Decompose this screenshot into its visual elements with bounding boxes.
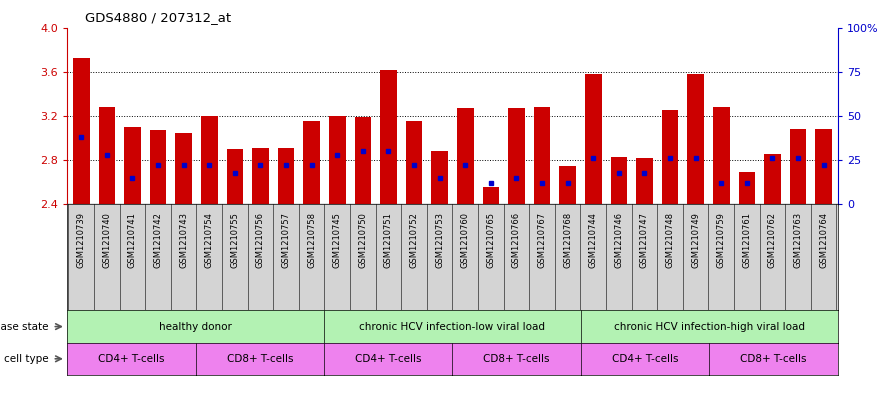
Bar	[687, 74, 704, 204]
Bar	[431, 151, 448, 204]
Text: GSM1210754: GSM1210754	[205, 212, 214, 268]
Text: GSM1210743: GSM1210743	[179, 212, 188, 268]
Text: GSM1210741: GSM1210741	[128, 212, 137, 268]
Text: healthy donor: healthy donor	[159, 321, 232, 332]
Text: GSM1210750: GSM1210750	[358, 212, 367, 268]
Bar	[457, 108, 474, 204]
Bar	[815, 129, 832, 204]
Bar	[636, 158, 653, 204]
Bar	[789, 129, 806, 204]
Text: GSM1210757: GSM1210757	[281, 212, 290, 268]
Bar	[585, 74, 601, 204]
Text: GSM1210748: GSM1210748	[666, 212, 675, 268]
Text: GSM1210739: GSM1210739	[77, 212, 86, 268]
Bar	[150, 130, 167, 204]
Text: disease state: disease state	[0, 321, 48, 332]
Bar	[227, 149, 243, 204]
Text: CD8+ T-cells: CD8+ T-cells	[740, 354, 806, 364]
Text: GSM1210763: GSM1210763	[794, 212, 803, 268]
Text: CD4+ T-cells: CD4+ T-cells	[612, 354, 678, 364]
Bar	[73, 59, 90, 204]
Text: chronic HCV infection-high viral load: chronic HCV infection-high viral load	[614, 321, 805, 332]
Text: GSM1210746: GSM1210746	[615, 212, 624, 268]
Text: CD8+ T-cells: CD8+ T-cells	[484, 354, 550, 364]
Bar	[534, 107, 550, 204]
Text: GSM1210752: GSM1210752	[409, 212, 418, 268]
Bar	[483, 187, 499, 204]
Text: GSM1210761: GSM1210761	[743, 212, 752, 268]
Text: GSM1210751: GSM1210751	[384, 212, 393, 268]
Text: GSM1210755: GSM1210755	[230, 212, 239, 268]
Text: GDS4880 / 207312_at: GDS4880 / 207312_at	[85, 11, 231, 24]
Text: GSM1210753: GSM1210753	[435, 212, 444, 268]
Bar	[559, 166, 576, 204]
Bar	[99, 107, 116, 204]
Text: CD4+ T-cells: CD4+ T-cells	[99, 354, 165, 364]
Bar	[764, 154, 780, 204]
Text: GSM1210762: GSM1210762	[768, 212, 777, 268]
Text: GSM1210740: GSM1210740	[102, 212, 111, 268]
Bar	[176, 132, 192, 204]
Text: GSM1210744: GSM1210744	[589, 212, 598, 268]
Bar	[380, 70, 397, 204]
Text: GSM1210764: GSM1210764	[819, 212, 828, 268]
Text: GSM1210745: GSM1210745	[332, 212, 341, 268]
Bar	[662, 110, 678, 204]
Bar	[329, 116, 346, 204]
Text: GSM1210760: GSM1210760	[461, 212, 470, 268]
Text: CD4+ T-cells: CD4+ T-cells	[355, 354, 421, 364]
Bar	[713, 107, 729, 204]
Text: GSM1210765: GSM1210765	[487, 212, 495, 268]
Bar	[201, 116, 218, 204]
Text: GSM1210742: GSM1210742	[153, 212, 162, 268]
Bar	[738, 172, 755, 204]
Bar	[610, 157, 627, 204]
Text: GSM1210766: GSM1210766	[512, 212, 521, 268]
Text: GSM1210756: GSM1210756	[256, 212, 265, 268]
Bar	[125, 127, 141, 204]
Text: GSM1210758: GSM1210758	[307, 212, 316, 268]
Text: CD8+ T-cells: CD8+ T-cells	[227, 354, 293, 364]
Text: GSM1210749: GSM1210749	[691, 212, 700, 268]
Bar	[355, 117, 371, 204]
Text: GSM1210767: GSM1210767	[538, 212, 547, 268]
Bar	[252, 148, 269, 204]
Text: GSM1210747: GSM1210747	[640, 212, 649, 268]
Text: GSM1210759: GSM1210759	[717, 212, 726, 268]
Text: cell type: cell type	[4, 354, 48, 364]
Bar	[406, 121, 422, 204]
Bar	[508, 108, 525, 204]
Bar	[278, 148, 295, 204]
Bar	[304, 121, 320, 204]
Text: GSM1210768: GSM1210768	[564, 212, 573, 268]
Text: chronic HCV infection-low viral load: chronic HCV infection-low viral load	[359, 321, 546, 332]
